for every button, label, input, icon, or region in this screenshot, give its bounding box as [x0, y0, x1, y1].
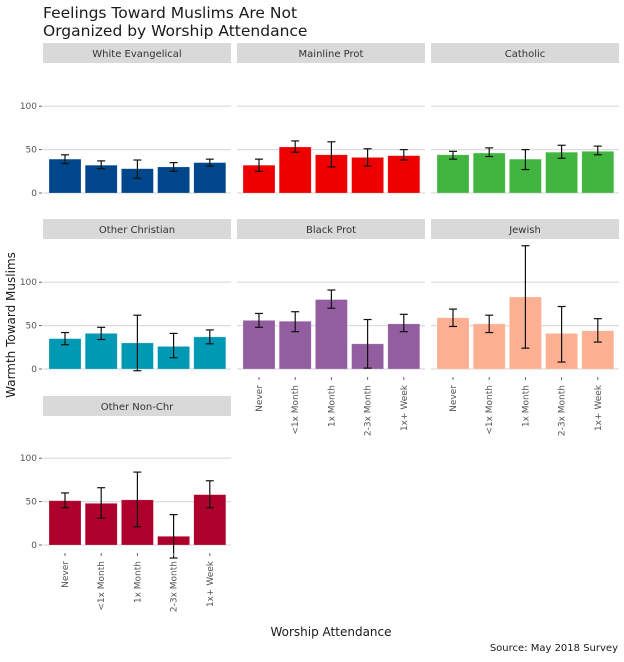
- facet-strip-black-prot: [237, 219, 425, 239]
- y-tick-label: 50: [26, 322, 38, 332]
- x-tick-label: 2-3x Month: [558, 385, 568, 436]
- y-tick-label: 0: [31, 365, 37, 375]
- x-tick-label: Never: [255, 385, 265, 412]
- x-tick-label: 2-3x Month: [170, 561, 180, 612]
- facet-strip-white-evangelical: [43, 43, 231, 63]
- x-tick-label: 1x Month: [327, 385, 337, 427]
- bar-catholic: [472, 152, 506, 194]
- bar-catholic: [581, 151, 615, 194]
- y-tick-label: 0: [31, 189, 37, 199]
- facet-label-black-prot: Black Prot: [306, 225, 356, 236]
- bar-black-prot: [242, 320, 276, 370]
- x-tick-label: <1x Month: [485, 385, 495, 435]
- facet-label-jewish: Jewish: [508, 225, 541, 236]
- y-tick-label: 100: [20, 102, 37, 112]
- y-tick-label: 100: [20, 278, 37, 288]
- y-tick-label: 100: [20, 454, 37, 464]
- caption: Source: May 2018 Survey: [489, 643, 618, 654]
- x-tick-label: 1x+ Week: [594, 384, 604, 431]
- x-tick-label: 1x Month: [133, 561, 143, 603]
- chart-title: Feelings Toward Muslims Are Not Organize…: [43, 4, 307, 40]
- chart-title-line-1: Feelings Toward Muslims Are Not: [43, 4, 298, 22]
- bar-mainline-prot: [387, 155, 421, 194]
- facet-strip-jewish: [431, 219, 619, 239]
- chart-title-line-2: Organized by Worship Attendance: [43, 22, 308, 40]
- x-tick-label: <1x Month: [97, 561, 107, 611]
- bar-white-evangelical: [84, 164, 118, 194]
- x-tick-label: Never: [61, 561, 71, 588]
- bar-white-evangelical: [193, 162, 227, 194]
- facet-strip-catholic: [431, 43, 619, 63]
- x-tick-label: Never: [449, 385, 459, 412]
- facet-label-mainline-prot: Mainline Prot: [299, 49, 364, 60]
- x-tick-label: <1x Month: [291, 385, 301, 435]
- bar-white-evangelical: [48, 158, 82, 194]
- facet-strip-other-christian: [43, 219, 231, 239]
- x-axis-label: Worship Attendance: [270, 625, 392, 639]
- facet-label-other-christian: Other Christian: [99, 225, 175, 236]
- x-tick-label: 1x+ Week: [206, 560, 216, 607]
- x-tick-label: 1x+ Week: [400, 384, 410, 431]
- y-tick-label: 50: [26, 146, 38, 156]
- facet-label-catholic: Catholic: [505, 49, 546, 60]
- y-tick-label: 50: [26, 498, 38, 508]
- facet-strip-other-non-chr: [43, 396, 231, 416]
- bar-catholic: [545, 151, 578, 194]
- y-tick-label: 0: [31, 541, 37, 551]
- bar-catholic: [436, 154, 470, 194]
- facet-strip-mainline-prot: [237, 43, 425, 63]
- bar-black-prot: [315, 299, 348, 370]
- x-tick-label: 2-3x Month: [364, 385, 374, 436]
- facet-label-white-evangelical: White Evangelical: [92, 49, 181, 60]
- x-tick-label: 1x Month: [521, 385, 531, 427]
- bar-mainline-prot: [278, 146, 312, 194]
- facet-label-other-non-chr: Other Non-Chr: [101, 402, 174, 413]
